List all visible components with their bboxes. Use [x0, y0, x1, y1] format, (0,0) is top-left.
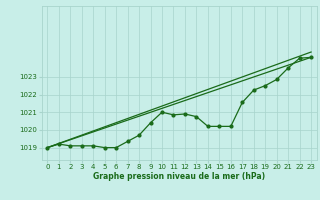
X-axis label: Graphe pression niveau de la mer (hPa): Graphe pression niveau de la mer (hPa): [93, 172, 265, 181]
